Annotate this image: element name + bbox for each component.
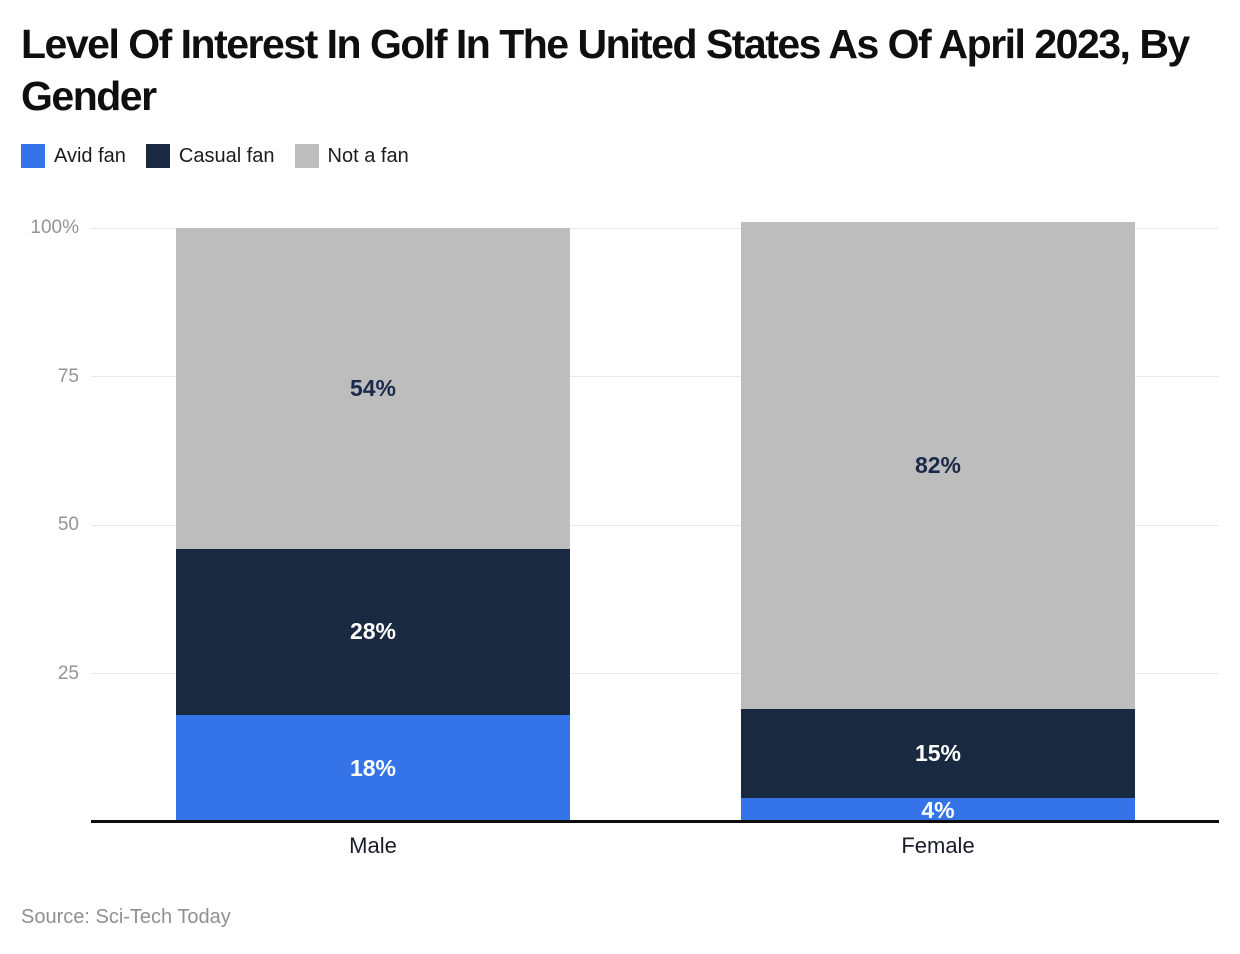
y-tick-label: 50 bbox=[57, 514, 79, 535]
segment-value-label: 18% bbox=[349, 755, 397, 782]
legend-item-avid-fan: Avid fan bbox=[21, 144, 126, 168]
bar-segment-female-not-a-fan: 82% bbox=[741, 222, 1135, 710]
y-tick-label: 100% bbox=[30, 217, 79, 238]
bar-segment-male-not-a-fan: 54% bbox=[176, 228, 570, 549]
x-axis-line bbox=[91, 820, 1219, 823]
y-gridline bbox=[91, 227, 1219, 229]
legend-item-casual-fan: Casual fan bbox=[145, 144, 275, 168]
segment-value-label: 15% bbox=[914, 740, 962, 767]
chart-legend: Avid fan Casual fan Not a fan bbox=[21, 144, 409, 168]
y-tick-label: 25 bbox=[57, 662, 79, 684]
bar-segment-female-avid-fan: 4% bbox=[741, 798, 1135, 822]
y-gridline bbox=[91, 524, 1219, 526]
source-attribution: Source: Sci-Tech Today bbox=[21, 906, 231, 928]
legend-swatch-icon bbox=[294, 144, 319, 168]
y-gridline bbox=[91, 673, 1219, 674]
legend-item-not-a-fan: Not a fan bbox=[294, 144, 409, 168]
legend-swatch-icon bbox=[145, 144, 170, 168]
segment-value-label: 82% bbox=[914, 452, 962, 479]
segment-value-label: 54% bbox=[349, 374, 397, 401]
chart-title: Level Of Interest In Golf In The United … bbox=[21, 21, 1190, 119]
y-tick-label: 75 bbox=[57, 365, 79, 387]
legend-label: Not a fan bbox=[327, 144, 409, 167]
category-label-female: Female bbox=[901, 833, 975, 858]
legend-label: Avid fan bbox=[54, 144, 126, 167]
bar-segment-female-casual-fan: 15% bbox=[741, 709, 1135, 799]
y-gridline bbox=[91, 376, 1219, 377]
segment-value-label: 28% bbox=[349, 618, 397, 645]
segment-value-label: 4% bbox=[921, 796, 955, 823]
category-label-male: Male bbox=[349, 833, 397, 858]
bar-segment-male-casual-fan: 28% bbox=[176, 548, 570, 716]
legend-swatch-icon bbox=[21, 144, 45, 168]
bar-segment-male-avid-fan: 18% bbox=[176, 715, 570, 822]
legend-label: Casual fan bbox=[178, 144, 275, 167]
